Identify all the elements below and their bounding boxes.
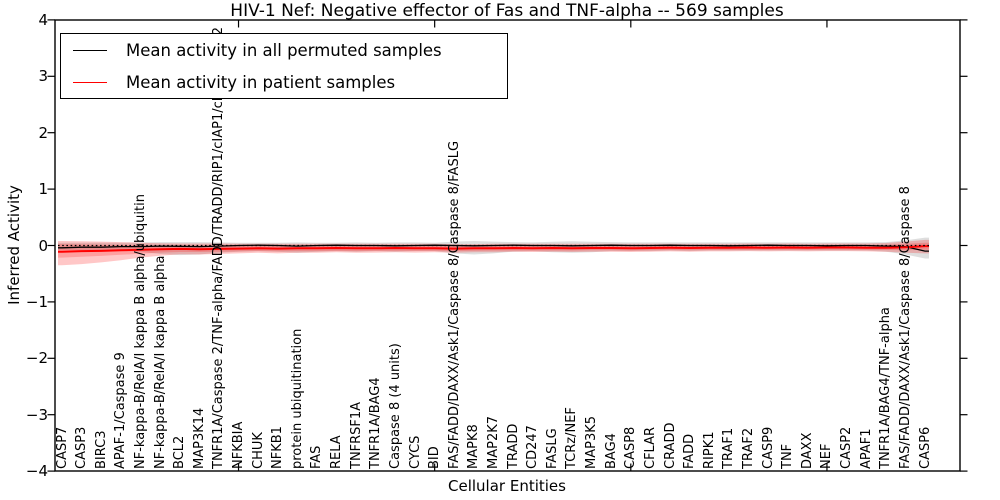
y-tick-label: −2: [25, 349, 48, 368]
series-line: [58, 245, 929, 253]
x-category-label: FASLG: [544, 428, 560, 469]
x-category-label: BIRC3: [93, 430, 109, 470]
legend-entry-permuted: Mean activity in all permuted samples: [61, 35, 507, 65]
y-tick-label: 2: [38, 123, 48, 142]
y-tick-label: 1: [38, 180, 48, 199]
patient-line-swatch-icon: [73, 81, 107, 83]
x-category-label: NF-kappa-B/RelA/I kappa B alpha: [152, 255, 168, 469]
x-category-label: NFKB1: [270, 426, 286, 469]
x-category-label: CRADD: [662, 422, 678, 470]
x-category-label: APAF-1/Caspase 9: [113, 352, 129, 469]
x-category-label: CASP7: [54, 426, 70, 469]
x-category-label: MAPK8: [466, 424, 482, 469]
x-category-label: NF-kappa-B/RelA/I kappa B alpha/ubiquiti…: [132, 194, 148, 469]
y-tick-label: −1: [25, 292, 48, 311]
x-category-label: CYCS: [407, 435, 423, 469]
x-category-label: MAP2K7: [486, 415, 501, 469]
x-category-label: TNFR1A/BAG4: [368, 377, 384, 469]
y-tick-label: 3: [38, 67, 48, 86]
x-category-label: BID: [427, 446, 443, 469]
legend-label: Mean activity in patient samples: [126, 72, 396, 92]
band-patient-samples-outer-spread: [58, 239, 929, 266]
x-category-label: MAP3K14: [191, 407, 207, 469]
x-category-label: TCRz/NEF: [564, 407, 580, 469]
x-category-label: CFLAR: [642, 426, 658, 469]
band-patient-samples-inner-spread: [58, 242, 929, 258]
x-category-label: FADD: [682, 433, 698, 469]
x-axis-label: Cellular Entities: [448, 477, 566, 495]
legend: Mean activity in all permuted samples Me…: [60, 33, 508, 99]
y-tick-label: 0: [38, 236, 48, 255]
x-category-label: APAF1: [858, 428, 874, 469]
x-category-label: CASP2: [839, 426, 855, 469]
x-category-label: MAP3K5: [584, 415, 600, 469]
y-tick-label: −4: [25, 462, 48, 481]
x-category-label: NEF: [819, 443, 835, 469]
x-category-label: TRAF2: [740, 427, 756, 469]
x-category-label: BAG4: [603, 433, 619, 469]
x-category-label: DAXX: [799, 432, 815, 470]
x-category-label: FAS/FADD/DAXX/Ask1/Caspase 8/Caspase 8/F…: [446, 140, 462, 469]
x-category-label: TNFR1A/BAG4/TNF-alpha: [878, 307, 894, 469]
x-category-label: CASP3: [74, 426, 90, 469]
x-category-label: CD247: [525, 425, 541, 469]
x-category-label: TNFRSF1A: [348, 401, 364, 469]
x-category-label: BCL2: [172, 435, 188, 469]
legend-entry-patient: Mean activity in patient samples: [61, 67, 507, 97]
x-category-label: RELA: [329, 435, 345, 469]
x-category-label: CASP6: [917, 426, 933, 469]
x-category-label: CASP9: [760, 426, 776, 469]
chart-title: HIV-1 Nef: Negative effector of Fas and …: [230, 1, 784, 21]
legend-label: Mean activity in all permuted samples: [126, 40, 442, 60]
x-category-label: FAS: [309, 445, 325, 469]
x-category-label: FAS/FADD/DAXX/Ask1/Caspase 8/Caspase 8: [897, 186, 913, 469]
x-category-label: RIPK1: [701, 431, 717, 469]
y-tick-label: −3: [25, 405, 48, 424]
x-category-label: TRAF1: [721, 427, 737, 469]
x-category-label: TNF: [780, 443, 796, 469]
x-category-label: protein ubiquitination: [289, 328, 305, 469]
x-category-label: TRADD: [505, 423, 521, 469]
x-category-label: CHUK: [250, 432, 266, 469]
x-category-label: CASP8: [623, 426, 639, 469]
x-category-label: NFKBIA: [231, 421, 247, 469]
permuted-line-swatch-icon: [73, 49, 107, 51]
y-tick-label: 4: [38, 10, 48, 29]
x-category-label: Caspase 8 (4 units): [387, 343, 403, 469]
